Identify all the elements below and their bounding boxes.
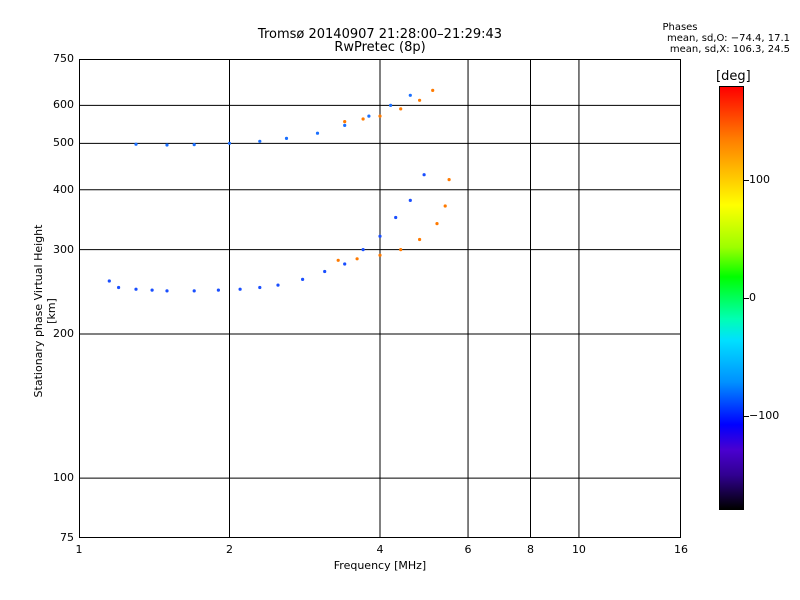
colorbar-title: [deg] (716, 69, 751, 84)
x-tick-label: 4 (365, 543, 395, 556)
colorbar-tick-label: 100 (749, 173, 770, 186)
x-tick-label: 1 (64, 543, 94, 556)
colorbar-tick-label: −100 (749, 409, 779, 422)
y-tick-label: 600 (34, 98, 74, 111)
x-tick-label: 6 (453, 543, 483, 556)
y-tick-label: 100 (34, 471, 74, 484)
y-tick-label: 300 (34, 243, 74, 256)
y-tick-label: 500 (34, 136, 74, 149)
y-tick-label: 750 (34, 52, 74, 65)
x-tick-label: 10 (564, 543, 594, 556)
ionogram-figure: Tromsø 20140907 21:28:00–21:29:43 RwPret… (0, 0, 800, 600)
phase-colorbar (719, 86, 744, 510)
plot-frame (79, 59, 681, 538)
x-tick-label: 16 (666, 543, 696, 556)
colorbar-tick-label: 0 (749, 291, 756, 304)
x-tick-label: 8 (516, 543, 546, 556)
y-tick-label: 400 (34, 183, 74, 196)
x-tick-label: 2 (215, 543, 245, 556)
y-tick-label: 200 (34, 327, 74, 340)
